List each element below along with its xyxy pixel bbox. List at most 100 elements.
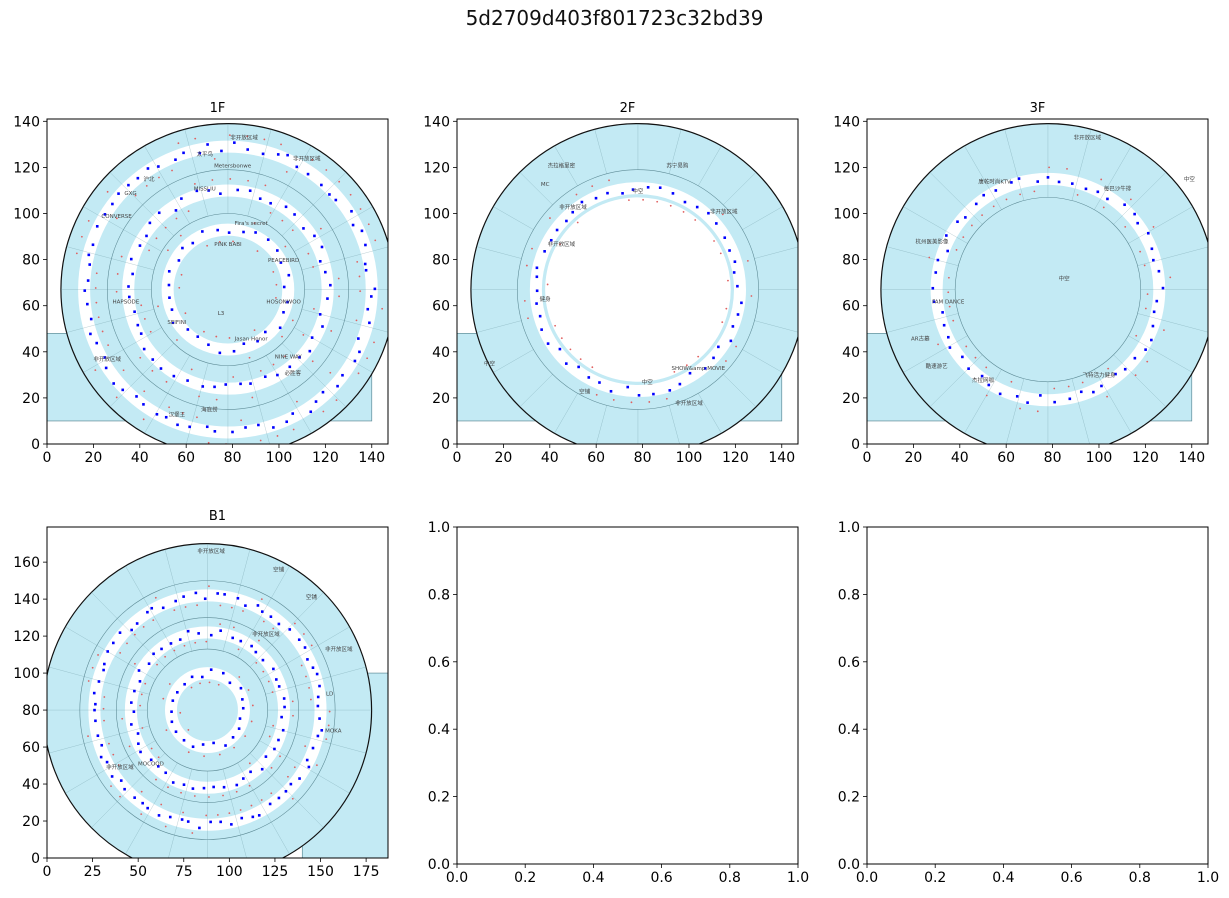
sample-point bbox=[188, 425, 191, 429]
store-label: 空铺 bbox=[579, 387, 591, 395]
boundary-point bbox=[240, 419, 243, 422]
sample-point bbox=[191, 241, 195, 245]
sample-point bbox=[136, 323, 140, 327]
boundary-point bbox=[171, 169, 173, 172]
boundary-point bbox=[549, 217, 551, 219]
boundary-point bbox=[1019, 193, 1022, 196]
sample-point bbox=[228, 681, 232, 685]
sample-point bbox=[284, 789, 288, 793]
shop-divider bbox=[301, 309, 388, 333]
boundary-point bbox=[87, 680, 90, 682]
boundary-point bbox=[291, 229, 294, 232]
boundary-point bbox=[275, 297, 277, 299]
sample-point bbox=[948, 346, 952, 349]
boundary-point bbox=[218, 240, 221, 243]
boundary-point bbox=[579, 358, 582, 361]
plot-area: 苏宁易购杰拉格里密MC中空非开放区域非开放区域非开放区域健身SHOW&amp;M… bbox=[457, 123, 798, 444]
sample-point bbox=[213, 430, 217, 433]
x-tick-label: 80 bbox=[224, 450, 242, 466]
sample-point bbox=[314, 400, 318, 403]
boundary-point bbox=[87, 735, 89, 738]
shop-divider bbox=[294, 327, 373, 373]
boundary-point bbox=[119, 652, 122, 654]
sample-point bbox=[224, 744, 227, 747]
sample-point bbox=[351, 223, 355, 227]
boundary-point bbox=[228, 337, 231, 339]
sample-point bbox=[121, 388, 125, 392]
boundary-point bbox=[148, 249, 151, 252]
sample-point bbox=[283, 705, 286, 709]
store-label: 杭州医美影像 bbox=[915, 237, 949, 245]
boundary-point bbox=[750, 295, 753, 297]
x-tick-label: 140 bbox=[1178, 450, 1205, 466]
boundary-point bbox=[262, 670, 265, 673]
sample-point bbox=[311, 666, 315, 669]
shop-divider bbox=[1113, 354, 1167, 408]
store-label: Jasan Honor bbox=[234, 336, 269, 342]
boundary-point bbox=[178, 286, 181, 289]
boundary-point bbox=[373, 341, 375, 344]
y-tick-label: 20 bbox=[22, 391, 40, 407]
boundary-point bbox=[106, 190, 109, 193]
sample-point bbox=[580, 200, 584, 204]
boundary-point bbox=[285, 170, 288, 173]
sample-point bbox=[683, 200, 687, 204]
sample-point bbox=[703, 367, 707, 370]
sample-point bbox=[1068, 397, 1072, 401]
sample-point bbox=[127, 285, 130, 288]
boundary-point bbox=[330, 330, 333, 332]
shop-divider bbox=[144, 145, 190, 224]
sample-point bbox=[260, 767, 264, 771]
sample-point bbox=[263, 375, 267, 379]
boundary-point bbox=[247, 689, 250, 691]
shop-divider bbox=[519, 374, 553, 408]
sample-point bbox=[221, 671, 225, 675]
sample-point bbox=[86, 302, 89, 306]
sample-point bbox=[1114, 372, 1117, 376]
boundary-point bbox=[232, 376, 235, 378]
sample-point bbox=[535, 266, 539, 270]
x-tick-label: 125 bbox=[262, 864, 289, 880]
sample-point bbox=[646, 186, 650, 189]
store-label: PEACEBIRD bbox=[268, 258, 299, 264]
sample-point bbox=[206, 143, 209, 146]
y-tick-label: 0.8 bbox=[838, 587, 860, 603]
boundary-point bbox=[133, 633, 136, 636]
boundary-point bbox=[947, 291, 950, 294]
boundary-point bbox=[308, 686, 310, 689]
sample-point bbox=[168, 296, 171, 299]
store-label: AR古墓 bbox=[911, 334, 930, 342]
shop-divider bbox=[266, 145, 312, 224]
sample-point bbox=[118, 631, 122, 634]
boundary-point bbox=[198, 395, 200, 398]
shop-divider bbox=[247, 362, 270, 444]
sample-point bbox=[364, 243, 367, 247]
boundary-point bbox=[359, 290, 362, 293]
y-tick-label: 20 bbox=[22, 814, 40, 830]
sample-point bbox=[146, 610, 149, 614]
sample-point bbox=[261, 152, 265, 156]
sample-point bbox=[932, 300, 936, 303]
boundary-point bbox=[527, 317, 529, 320]
boundary-point bbox=[95, 301, 98, 304]
sample-point bbox=[258, 197, 262, 200]
boundary-point bbox=[1033, 190, 1036, 193]
boundary-point bbox=[140, 304, 143, 307]
boundary-point bbox=[143, 318, 146, 320]
shop-divider bbox=[476, 246, 522, 259]
sample-point bbox=[306, 172, 310, 176]
x-tick-label: 0.0 bbox=[856, 870, 878, 886]
sample-point bbox=[198, 826, 201, 830]
sample-point bbox=[668, 389, 672, 392]
sample-point bbox=[350, 209, 353, 213]
boundary-point bbox=[184, 312, 187, 315]
store-label: SHOW&amp;MOVIE bbox=[671, 366, 725, 372]
sample-point bbox=[321, 325, 324, 328]
boundary-point bbox=[251, 704, 254, 707]
boundary-point bbox=[727, 279, 729, 282]
boundary-point bbox=[250, 720, 253, 723]
sample-point bbox=[131, 272, 134, 276]
boundary-point bbox=[569, 348, 572, 351]
boundary-point bbox=[208, 681, 211, 684]
axes-frame bbox=[46, 526, 389, 859]
